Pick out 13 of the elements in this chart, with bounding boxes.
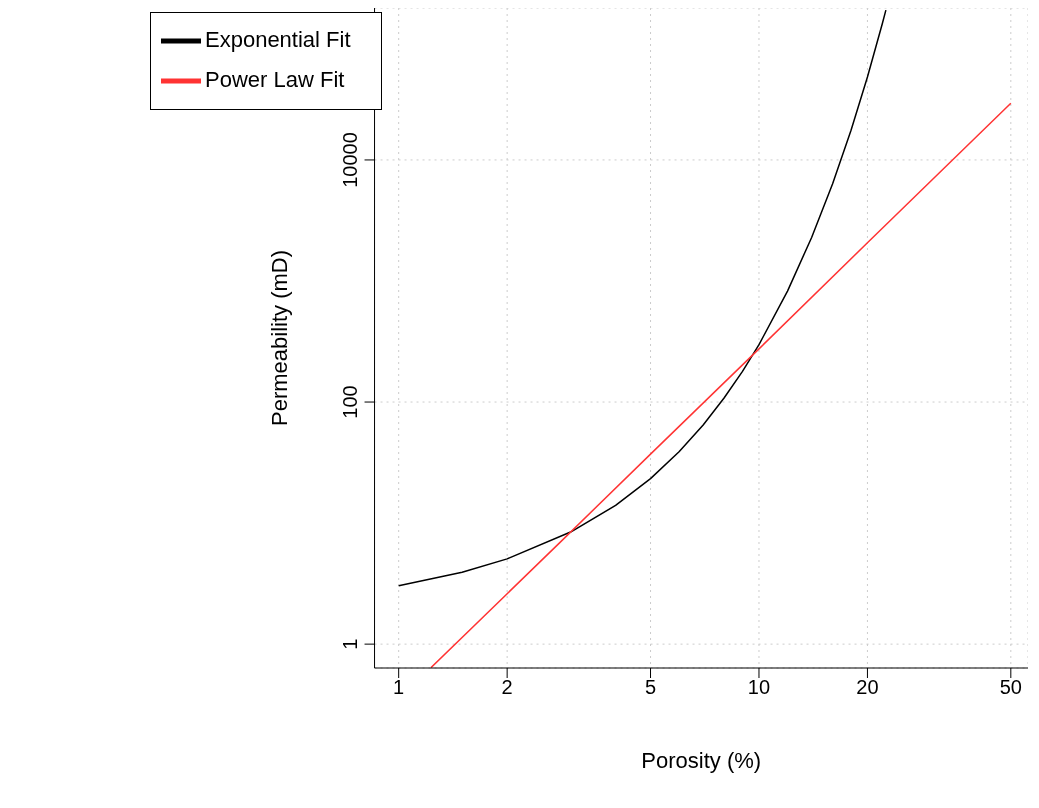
x-tick-label: 10	[747, 676, 771, 699]
x-tick-label: 50	[999, 676, 1022, 699]
legend-label: Power Law Fit	[205, 66, 345, 92]
y-axis-title: Permeability (mD)	[267, 249, 293, 427]
y-tick-label: 1	[338, 638, 361, 650]
legend-label: Exponential Fit	[205, 26, 351, 52]
x-tick-label: 1	[393, 676, 405, 699]
x-axis-title: Porosity (%)	[641, 748, 762, 773]
x-tick-label: 2	[501, 676, 513, 699]
x-tick-label: 20	[856, 676, 879, 699]
y-tick-label: 100	[338, 385, 361, 419]
x-tick-label: 5	[644, 676, 657, 699]
y-tick-label: 10000	[338, 132, 361, 188]
